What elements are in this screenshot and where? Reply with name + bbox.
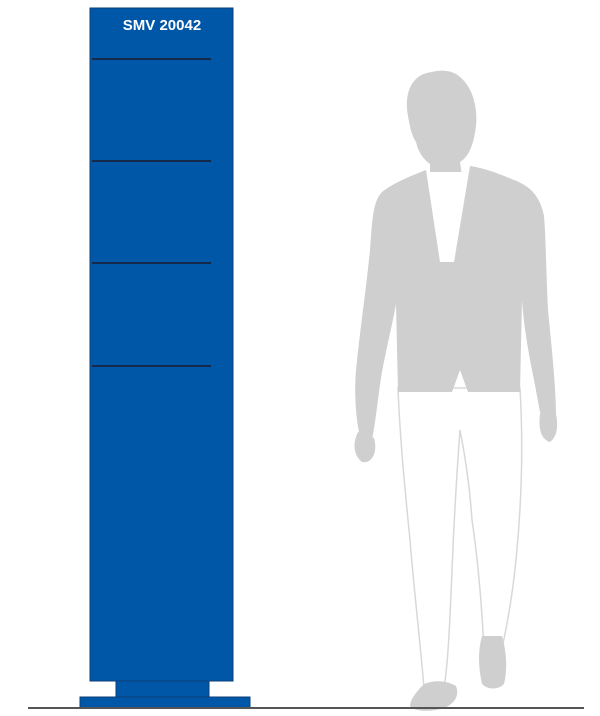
totem-body: [89, 7, 234, 682]
silhouette-right-hand: [539, 414, 558, 442]
silhouette-right-shoe: [479, 636, 507, 689]
silhouette-left-shoe: [410, 681, 458, 711]
human-silhouette: [354, 70, 558, 711]
silhouette-shirt: [422, 172, 470, 262]
model-label: SMV 20042: [123, 17, 201, 34]
totem-base-neck: [115, 680, 210, 699]
silhouette-left-hand: [354, 432, 376, 463]
silhouette-head: [406, 70, 477, 176]
silhouette-trousers: [397, 387, 523, 689]
totem-base-foot: [79, 696, 251, 709]
silhouette-jacket: [355, 166, 556, 440]
totem-column: SMV 20042: [79, 7, 251, 709]
